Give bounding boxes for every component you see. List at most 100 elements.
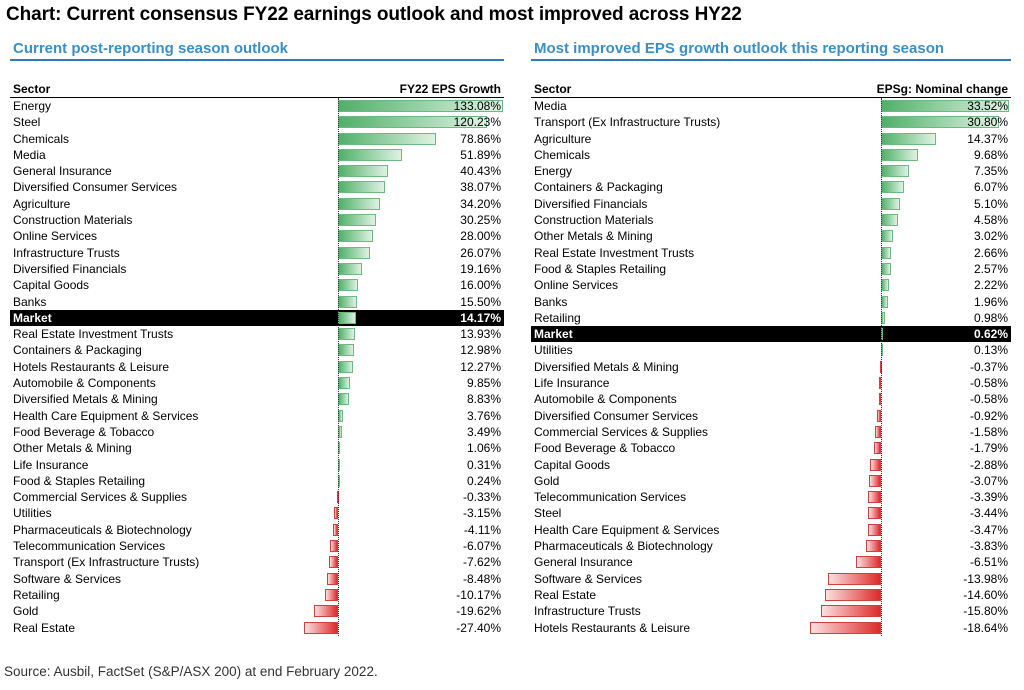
right-bar: [881, 148, 918, 161]
right-value-label: -1.58%: [969, 424, 1008, 439]
left-sector-label: Media: [13, 147, 46, 162]
right-zero-axis: [881, 98, 882, 636]
right-row-market: Market 0.62%: [531, 326, 1011, 343]
left-bar-row: Health Care Equipment & Services 3.76%: [10, 408, 504, 424]
right-sector-label: Infrastructure Trusts: [534, 604, 641, 619]
right-sector-label: Construction Materials: [534, 213, 654, 228]
left-sector-label: Gold: [13, 604, 39, 619]
left-sector-label: Transport (Ex Infrastructure Trusts): [13, 555, 200, 570]
left-sector-label: Software & Services: [13, 571, 122, 586]
left-value-label: 12.98%: [460, 343, 501, 358]
right-bar-row: Infrastructure Trusts -15.80%: [531, 603, 1011, 619]
right-value-label: -0.58%: [969, 376, 1008, 391]
right-bar-row: Utilities 0.13%: [531, 342, 1011, 358]
right-value-label: -3.83%: [969, 539, 1008, 554]
left-bar-row: Food & Staples Retailing 0.24%: [10, 473, 504, 489]
right-bar-row: Software & Services -13.98%: [531, 571, 1011, 587]
left-value-label: -8.48%: [462, 571, 501, 586]
right-bar-row: Health Care Equipment & Services -3.47%: [531, 522, 1011, 538]
right-sector-label: Food Beverage & Tobacco: [534, 441, 676, 456]
left-sector-label: Utilities: [13, 506, 52, 521]
right-value-label: 2.22%: [973, 278, 1008, 293]
right-bar: [881, 132, 936, 145]
left-bar-row: Diversified Financials 19.16%: [10, 261, 504, 277]
right-sector-label: Banks: [534, 294, 568, 309]
left-bar-row: Real Estate Investment Trusts 13.93%: [10, 326, 504, 342]
left-sector-label: Market: [13, 310, 52, 325]
right-bar: [881, 230, 893, 243]
right-bar: [881, 262, 891, 275]
left-sector-label: Other Metals & Mining: [13, 441, 132, 456]
left-table-header: Sector FY22 EPS Growth: [10, 81, 504, 98]
left-bar: [338, 197, 381, 210]
right-value-label: -1.79%: [969, 441, 1008, 456]
left-bar-row: Retailing -10.17%: [10, 587, 504, 603]
right-bar-row: Media 33.52%: [531, 98, 1011, 114]
left-bar-row: Diversified Consumer Services 38.07%: [10, 179, 504, 195]
left-bar: [338, 165, 389, 178]
right-bar: [869, 474, 881, 487]
left-value-label: 13.93%: [460, 327, 501, 342]
right-value-label: -0.58%: [969, 392, 1008, 407]
left-value-label: -3.15%: [462, 506, 501, 521]
right-value-label: -3.47%: [969, 522, 1008, 537]
left-value-label: 30.25%: [460, 213, 501, 228]
left-value-label: 40.43%: [460, 164, 501, 179]
left-value-label: 78.86%: [460, 131, 501, 146]
left-sector-label: Automobile & Components: [13, 376, 156, 391]
left-bar: [338, 214, 376, 227]
right-bar-row: Transport (Ex Infrastructure Trusts) 30.8…: [531, 114, 1011, 130]
left-value-label: 0.24%: [466, 473, 501, 488]
right-value-label: 3.02%: [973, 229, 1008, 244]
right-bar-row: Banks 1.96%: [531, 294, 1011, 310]
left-sector-label: Containers & Packaging: [13, 343, 142, 358]
left-sector-label: Hotels Restaurants & Leisure: [13, 359, 170, 374]
left-bar: [330, 540, 338, 553]
right-bar-row: Food & Staples Retailing 2.57%: [531, 261, 1011, 277]
right-sector-label: Retailing: [534, 310, 581, 325]
right-bar-row: Construction Materials 4.58%: [531, 212, 1011, 228]
right-table-header: Sector EPSg: Nominal change: [531, 81, 1011, 98]
right-bar: [856, 556, 881, 569]
chart-title: Chart: Current consensus FY22 earnings o…: [6, 4, 742, 25]
left-sector-label: Pharmaceuticals & Biotechnology: [13, 522, 192, 537]
right-sector-label: Energy: [534, 164, 573, 179]
left-bar-row: Utilities -3.15%: [10, 505, 504, 521]
right-bar-row: Hotels Restaurants & Leisure -18.64%: [531, 620, 1011, 636]
right-bar: [881, 295, 889, 308]
left-value-header: FY22 EPS Growth: [399, 82, 501, 96]
right-sector-label: Containers & Packaging: [534, 180, 663, 195]
left-bar: [334, 507, 338, 520]
right-value-label: -3.07%: [969, 473, 1008, 488]
left-bar: [338, 279, 358, 292]
left-bar: [338, 328, 356, 341]
left-value-label: 0.31%: [466, 457, 501, 472]
left-bar-row: Energy 133.08%: [10, 98, 504, 114]
right-bar: [867, 507, 881, 520]
right-sector-label: Online Services: [534, 278, 619, 293]
left-value-label: 12.27%: [460, 359, 501, 374]
right-value-label: 0.98%: [973, 310, 1008, 325]
left-value-label: -27.40%: [456, 620, 501, 635]
right-bar: [881, 181, 905, 194]
right-sector-label: Market: [534, 327, 573, 342]
left-bar-row: Telecommunication Services -6.07%: [10, 538, 504, 554]
left-bar: [338, 393, 349, 406]
left-bar-row: Real Estate -27.40%: [10, 620, 504, 636]
right-bar-row: Energy 7.35%: [531, 163, 1011, 179]
right-value-label: -3.44%: [969, 506, 1008, 521]
left-value-label: 133.08%: [453, 99, 501, 113]
left-value-label: -10.17%: [456, 587, 501, 602]
left-bar-row: Online Services 28.00%: [10, 228, 504, 244]
right-bar: [827, 572, 881, 585]
left-value-label: 16.00%: [460, 278, 501, 293]
left-bar-rows: Energy 133.08% Steel 120.23% Chemicals 78.86%…: [10, 98, 504, 636]
left-sector-label: Agriculture: [13, 196, 71, 211]
right-value-label: -6.51%: [969, 555, 1008, 570]
left-sector-label: Food Beverage & Tobacco: [13, 424, 155, 439]
right-sector-label: Food & Staples Retailing: [534, 261, 667, 276]
left-value-label: 1.06%: [466, 441, 501, 456]
left-bar: [338, 181, 386, 194]
right-value-label: -0.92%: [969, 408, 1008, 423]
right-bar-row: Pharmaceuticals & Biotechnology -3.83%: [531, 538, 1011, 554]
